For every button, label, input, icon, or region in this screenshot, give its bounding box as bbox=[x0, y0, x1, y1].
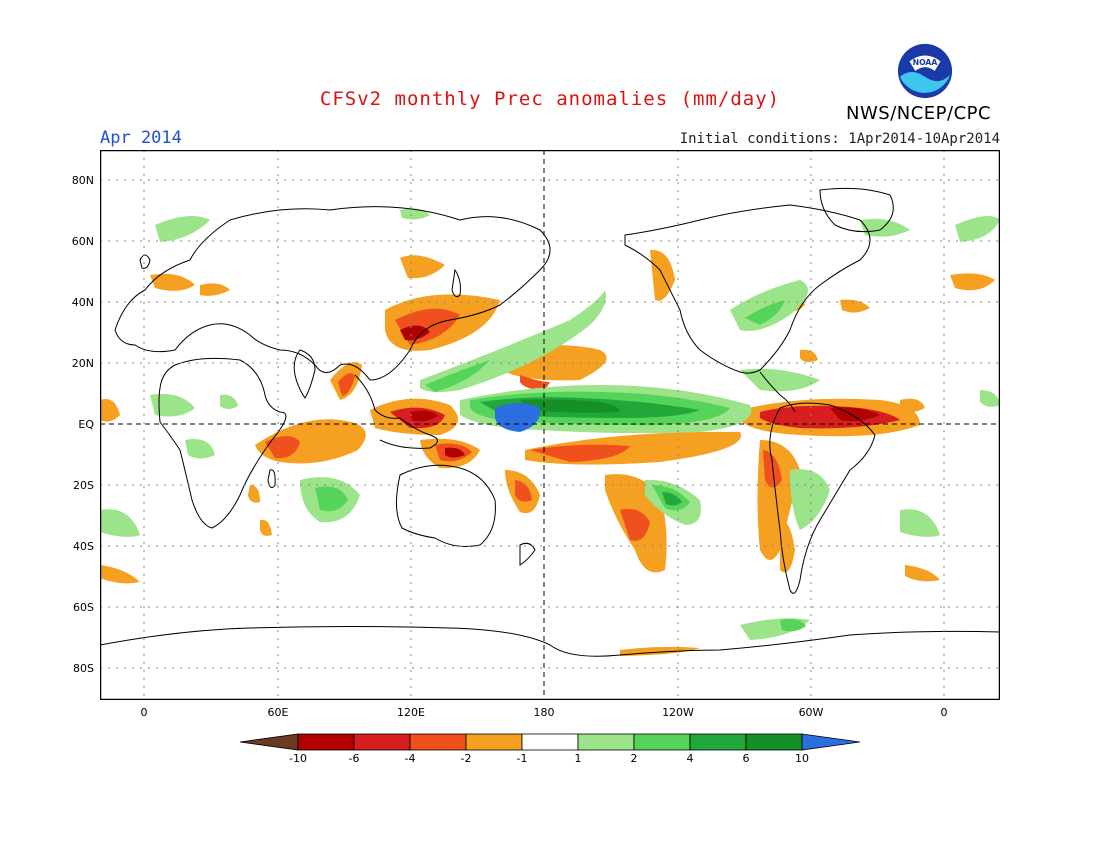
greenland-outline bbox=[819, 187, 894, 233]
initial-conditions-label: Initial conditions: 1Apr2014-10Apr2014 bbox=[679, 131, 1000, 147]
colorbar bbox=[240, 733, 860, 751]
colorbar-high-arrow bbox=[801, 733, 860, 751]
lon-label: 60E bbox=[267, 706, 289, 719]
europe-asia-outline bbox=[114, 206, 551, 381]
organization-label: NWS/NCEP/CPC bbox=[846, 103, 992, 124]
lon-label: 120W bbox=[662, 706, 694, 719]
colorbar-label: 4 bbox=[686, 752, 694, 765]
colorbar-label: -2 bbox=[460, 752, 472, 765]
lat-label: 20S bbox=[73, 479, 94, 492]
lon-label: 0 bbox=[940, 706, 948, 719]
colorbar-label: -1 bbox=[516, 752, 528, 765]
lat-label: 60N bbox=[71, 235, 94, 248]
new-zealand-outline bbox=[519, 542, 536, 566]
lat-label: 60S bbox=[73, 601, 94, 614]
south-america-outline bbox=[769, 402, 876, 594]
madagascar-outline bbox=[267, 469, 276, 489]
colorbar-label: 2 bbox=[630, 752, 638, 765]
lon-label: 60W bbox=[798, 706, 824, 719]
lon-label: 180 bbox=[533, 706, 555, 719]
colorbar-swatch bbox=[353, 733, 411, 751]
uk-outline bbox=[139, 254, 151, 269]
southeast-asia-outline bbox=[354, 374, 438, 449]
wet-anomalies bbox=[100, 208, 1000, 640]
lat-label: 20N bbox=[71, 357, 94, 370]
anomaly-map bbox=[100, 150, 1000, 700]
colorbar-swatch bbox=[521, 733, 579, 751]
coastlines bbox=[100, 187, 1000, 657]
logo-text: NOAA bbox=[913, 58, 938, 67]
colorbar-label: -6 bbox=[348, 752, 360, 765]
map-frame bbox=[100, 150, 1000, 700]
colorbar-swatch bbox=[297, 733, 355, 751]
antarctica-outline bbox=[100, 626, 1000, 657]
colorbar-label: 6 bbox=[742, 752, 750, 765]
noaa-logo-icon: NOAA bbox=[897, 43, 953, 99]
japan-outline bbox=[451, 268, 461, 298]
india-outline bbox=[293, 349, 316, 399]
colorbar-swatch bbox=[577, 733, 635, 751]
central-america-outline bbox=[759, 371, 796, 413]
reference-lines bbox=[100, 150, 1000, 700]
lat-label: 40N bbox=[71, 296, 94, 309]
lat-label: 80N bbox=[71, 174, 94, 187]
africa-outline bbox=[158, 357, 287, 529]
colorbar-label: -4 bbox=[404, 752, 416, 765]
lat-label: 80S bbox=[73, 662, 94, 675]
colorbar-swatch bbox=[689, 733, 747, 751]
colorbar-label: -10 bbox=[289, 752, 307, 765]
chart-title: CFSv2 monthly Prec anomalies (mm/day) bbox=[319, 88, 781, 110]
colorbar-label: 10 bbox=[795, 752, 809, 765]
colorbar-swatch bbox=[465, 733, 523, 751]
colorbar-label: 1 bbox=[574, 752, 582, 765]
colorbar-swatch bbox=[633, 733, 691, 751]
australia-outline bbox=[396, 464, 496, 547]
colorbar-swatch bbox=[745, 733, 803, 751]
graticule bbox=[100, 150, 1000, 700]
north-america-outline bbox=[624, 204, 871, 374]
colorbar-low-arrow bbox=[240, 733, 299, 751]
lon-label: 0 bbox=[140, 706, 148, 719]
lat-label: EQ bbox=[78, 418, 94, 431]
lat-label: 40S bbox=[73, 540, 94, 553]
lon-label: 120E bbox=[397, 706, 425, 719]
colorbar-swatch bbox=[409, 733, 467, 751]
month-label: Apr 2014 bbox=[100, 128, 182, 148]
